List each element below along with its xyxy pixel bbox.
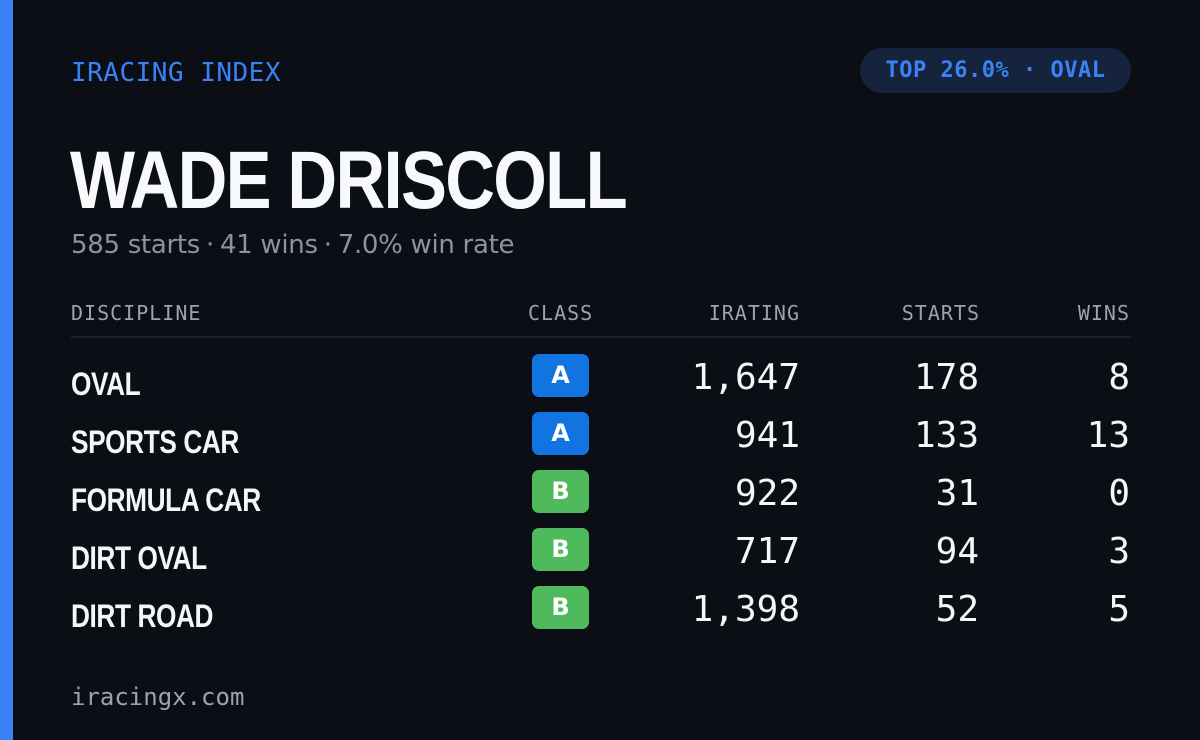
accent-bar [0,0,13,740]
discipline-name: DIRT ROAD [71,598,214,634]
footer-domain: iracingx.com [71,683,245,711]
irating-value: 1,647 [691,357,800,398]
wins-value: 0 [1108,473,1130,514]
driver-name: WADE DRISCOLL [70,135,628,226]
table-row: SPORTS CAR A 941 133 13 [71,396,1131,460]
class-badge: B [532,528,589,571]
discipline-name: OVAL [71,366,141,402]
irating-value: 922 [734,473,800,514]
table-row: FORMULA CAR B 922 31 0 [71,454,1131,518]
starts-value: 94 [935,531,979,572]
separator-dot: · [323,230,332,260]
starts-value: 133 [913,415,979,456]
wins-value: 13 [1086,415,1130,456]
table-row: DIRT ROAD B 1,398 52 5 [71,570,1131,634]
discipline-table: DISCIPLINE CLASS IRATING STARTS WINS OVA… [71,296,1131,634]
win-rate: 7.0% win rate [337,230,515,260]
header-irating: IRATING [708,301,800,325]
class-badge: A [532,412,589,455]
table-row: DIRT OVAL B 717 94 3 [71,512,1131,576]
discipline-name: FORMULA CAR [71,482,261,518]
header-class: CLASS [528,301,594,325]
header-discipline: DISCIPLINE [71,301,202,325]
rank-badge: TOP 26.0% · OVAL [860,48,1131,93]
table-row: OVAL A 1,647 178 8 [71,338,1131,402]
starts-count: 585 starts [71,230,200,260]
header-wins: WINS [1077,301,1130,325]
brand-title: IRACING INDEX [71,58,281,88]
class-badge: B [532,586,589,629]
wins-value: 3 [1108,531,1130,572]
wins-value: 5 [1108,589,1130,630]
class-badge: A [532,354,589,397]
discipline-name: SPORTS CAR [71,424,239,460]
class-badge: B [532,470,589,513]
starts-value: 178 [913,357,979,398]
header-starts: STARTS [901,301,980,325]
starts-value: 52 [935,589,979,630]
starts-value: 31 [935,473,979,514]
wins-value: 8 [1108,357,1130,398]
irating-value: 941 [734,415,800,456]
separator-dot: · [206,230,214,260]
irating-value: 1,398 [691,589,800,630]
irating-value: 717 [734,531,800,572]
discipline-name: DIRT OVAL [71,540,207,576]
wins-count: 41 wins [219,230,318,260]
driver-summary: 585 starts · 41 wins · 7.0% win rate [71,228,514,262]
table-header: DISCIPLINE CLASS IRATING STARTS WINS [71,296,1131,338]
